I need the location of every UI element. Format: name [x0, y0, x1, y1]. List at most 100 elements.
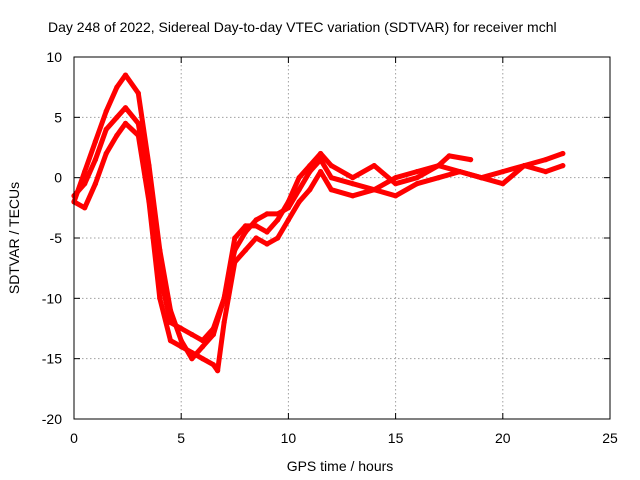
data-point: [157, 295, 163, 301]
data-point: [414, 175, 420, 181]
data-point: [189, 356, 195, 362]
data-point: [468, 157, 474, 163]
data-point: [328, 187, 334, 193]
y-tick-label: -15: [42, 351, 62, 367]
data-point: [296, 175, 302, 181]
x-tick-label: 0: [70, 430, 78, 446]
data-point: [500, 181, 506, 187]
series-line-track-2: [71, 105, 566, 344]
data-point: [307, 187, 313, 193]
data-point: [350, 181, 356, 187]
y-tick-label: 0: [54, 170, 62, 186]
data-point: [92, 138, 98, 145]
data-point: [232, 259, 238, 265]
data-point: [242, 229, 249, 235]
data-point: [264, 211, 270, 217]
data-point: [114, 84, 120, 90]
data-point: [393, 175, 399, 181]
data-point: [210, 362, 216, 368]
data-point: [285, 205, 291, 211]
data-point: [82, 169, 88, 175]
x-tick-labels: 0 5 10 15 20 25: [70, 430, 618, 446]
x-tick-label: 10: [281, 430, 297, 446]
data-point: [543, 157, 549, 163]
data-point: [242, 247, 249, 253]
data-point: [275, 217, 281, 223]
data-point: [318, 150, 324, 157]
y-tick-label: 10: [46, 49, 62, 65]
grid: [74, 57, 610, 419]
data-point: [560, 163, 566, 169]
plot-series: [71, 72, 566, 374]
data-point: [146, 199, 152, 205]
data-point: [122, 105, 129, 111]
chart-title: Day 248 of 2022, Sidereal Day-to-day VTE…: [48, 19, 557, 35]
data-point: [457, 169, 463, 175]
data-point: [446, 153, 452, 159]
data-point: [393, 181, 399, 187]
data-point: [122, 72, 129, 78]
data-point: [103, 108, 109, 114]
data-point: [178, 325, 184, 332]
data-point: [318, 157, 324, 163]
data-point: [82, 181, 88, 187]
data-point: [135, 90, 141, 96]
data-point: [285, 217, 291, 223]
data-point: [350, 193, 356, 199]
data-point: [232, 247, 238, 253]
data-point: [318, 169, 324, 175]
data-point: [296, 199, 302, 205]
data-point: [275, 211, 281, 217]
data-point: [221, 319, 227, 326]
data-point: [135, 120, 141, 126]
data-point: [221, 295, 227, 301]
x-tick-label: 15: [388, 430, 404, 446]
data-point: [414, 169, 420, 175]
data-point: [307, 169, 313, 175]
data-point: [296, 187, 302, 193]
data-point: [543, 169, 549, 175]
data-point: [264, 229, 270, 235]
data-point: [200, 338, 206, 344]
data-point: [275, 235, 281, 241]
data-point: [414, 181, 420, 187]
data-point: [210, 325, 216, 332]
y-axis-label: SDTVAR / TECUs: [6, 182, 22, 294]
data-point: [92, 181, 98, 187]
data-point: [435, 163, 442, 169]
data-point: [215, 368, 221, 374]
data-point: [521, 163, 527, 169]
data-point: [500, 169, 506, 175]
data-point: [371, 163, 377, 169]
x-tick-label: 20: [495, 430, 511, 446]
data-point: [200, 344, 206, 350]
y-tick-label: -10: [42, 290, 62, 306]
data-point: [328, 175, 334, 181]
data-point: [560, 150, 566, 157]
data-point: [232, 235, 238, 241]
data-point: [350, 175, 356, 181]
ticks: [73, 56, 611, 420]
data-point: [135, 132, 141, 138]
data-point: [435, 175, 442, 181]
data-point: [178, 338, 184, 344]
data-point: [189, 350, 195, 356]
data-point: [178, 344, 184, 350]
data-point: [253, 235, 259, 241]
data-point: [114, 114, 120, 120]
x-tick-label: 25: [602, 430, 618, 446]
data-point: [200, 356, 206, 362]
data-point: [189, 331, 195, 338]
data-point: [122, 120, 129, 126]
data-point: [328, 163, 334, 169]
data-point: [103, 126, 109, 132]
data-point: [92, 157, 98, 163]
data-point: [103, 150, 109, 157]
data-point: [393, 193, 399, 199]
data-point: [478, 175, 484, 181]
y-tick-label: -5: [50, 230, 63, 246]
data-point: [264, 241, 270, 247]
data-point: [82, 205, 88, 211]
data-point: [114, 132, 120, 138]
y-tick-label: 5: [54, 109, 62, 125]
